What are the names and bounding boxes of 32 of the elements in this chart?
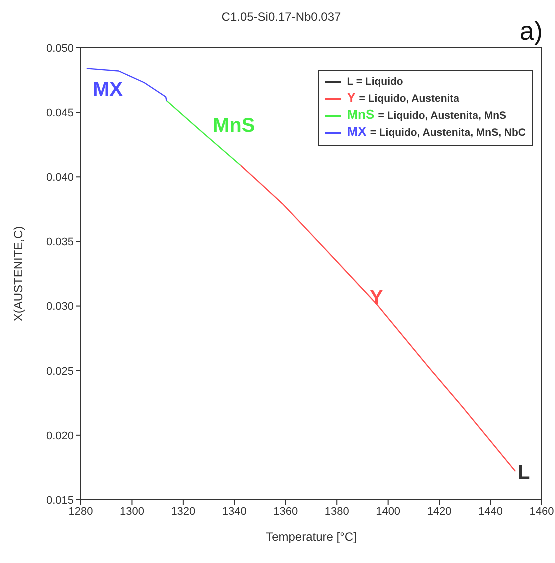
- chart-title: C1.05-Si0.17-Nb0.037: [222, 10, 342, 24]
- x-tick-label: 1340: [222, 506, 247, 518]
- annotation: Y: [370, 287, 384, 309]
- y-tick-label: 0.015: [46, 494, 74, 507]
- y-tick-label: 0.040: [46, 172, 74, 184]
- x-tick-label: 1460: [530, 506, 554, 518]
- y-tick-label: 0.050: [46, 42, 74, 55]
- x-tick-label: 1400: [376, 506, 401, 518]
- text: a): [520, 16, 543, 46]
- x-tick-label: 1380: [324, 506, 350, 518]
- x-tick-label: 1440: [478, 506, 504, 518]
- annotation: L: [518, 462, 530, 484]
- y-tick-label: 0.025: [46, 366, 74, 378]
- y-tick-label: 0.020: [46, 430, 74, 442]
- annotation: MX: [93, 79, 123, 101]
- line-series: [86, 68, 168, 102]
- x-tick-label: 1360: [274, 506, 298, 518]
- legend-label: L = Liquido: [347, 76, 404, 88]
- x-tick-label: 1420: [427, 506, 452, 518]
- y-tick-label: 0.045: [46, 107, 74, 120]
- line-series: [240, 164, 516, 472]
- y-tick-label: 0.035: [46, 236, 74, 249]
- x-tick-label: 1320: [171, 506, 196, 518]
- y-axis-title: X(AUSTENITE,C): [11, 226, 26, 322]
- x-axis-title: Temperature [°C]: [266, 530, 357, 544]
- y-tick-label: 0.030: [46, 301, 74, 314]
- x-tick-label: 1280: [68, 506, 94, 518]
- legend-label: MX = Liquido, Austenita, MnS, NbC: [347, 124, 526, 139]
- annotation: MnS: [213, 115, 256, 137]
- x-tick-label: 1300: [120, 506, 144, 518]
- legend-label: Y = Liquido, Austenita: [347, 90, 460, 105]
- legend-label: MnS = Liquido, Austenita, MnS: [347, 107, 507, 122]
